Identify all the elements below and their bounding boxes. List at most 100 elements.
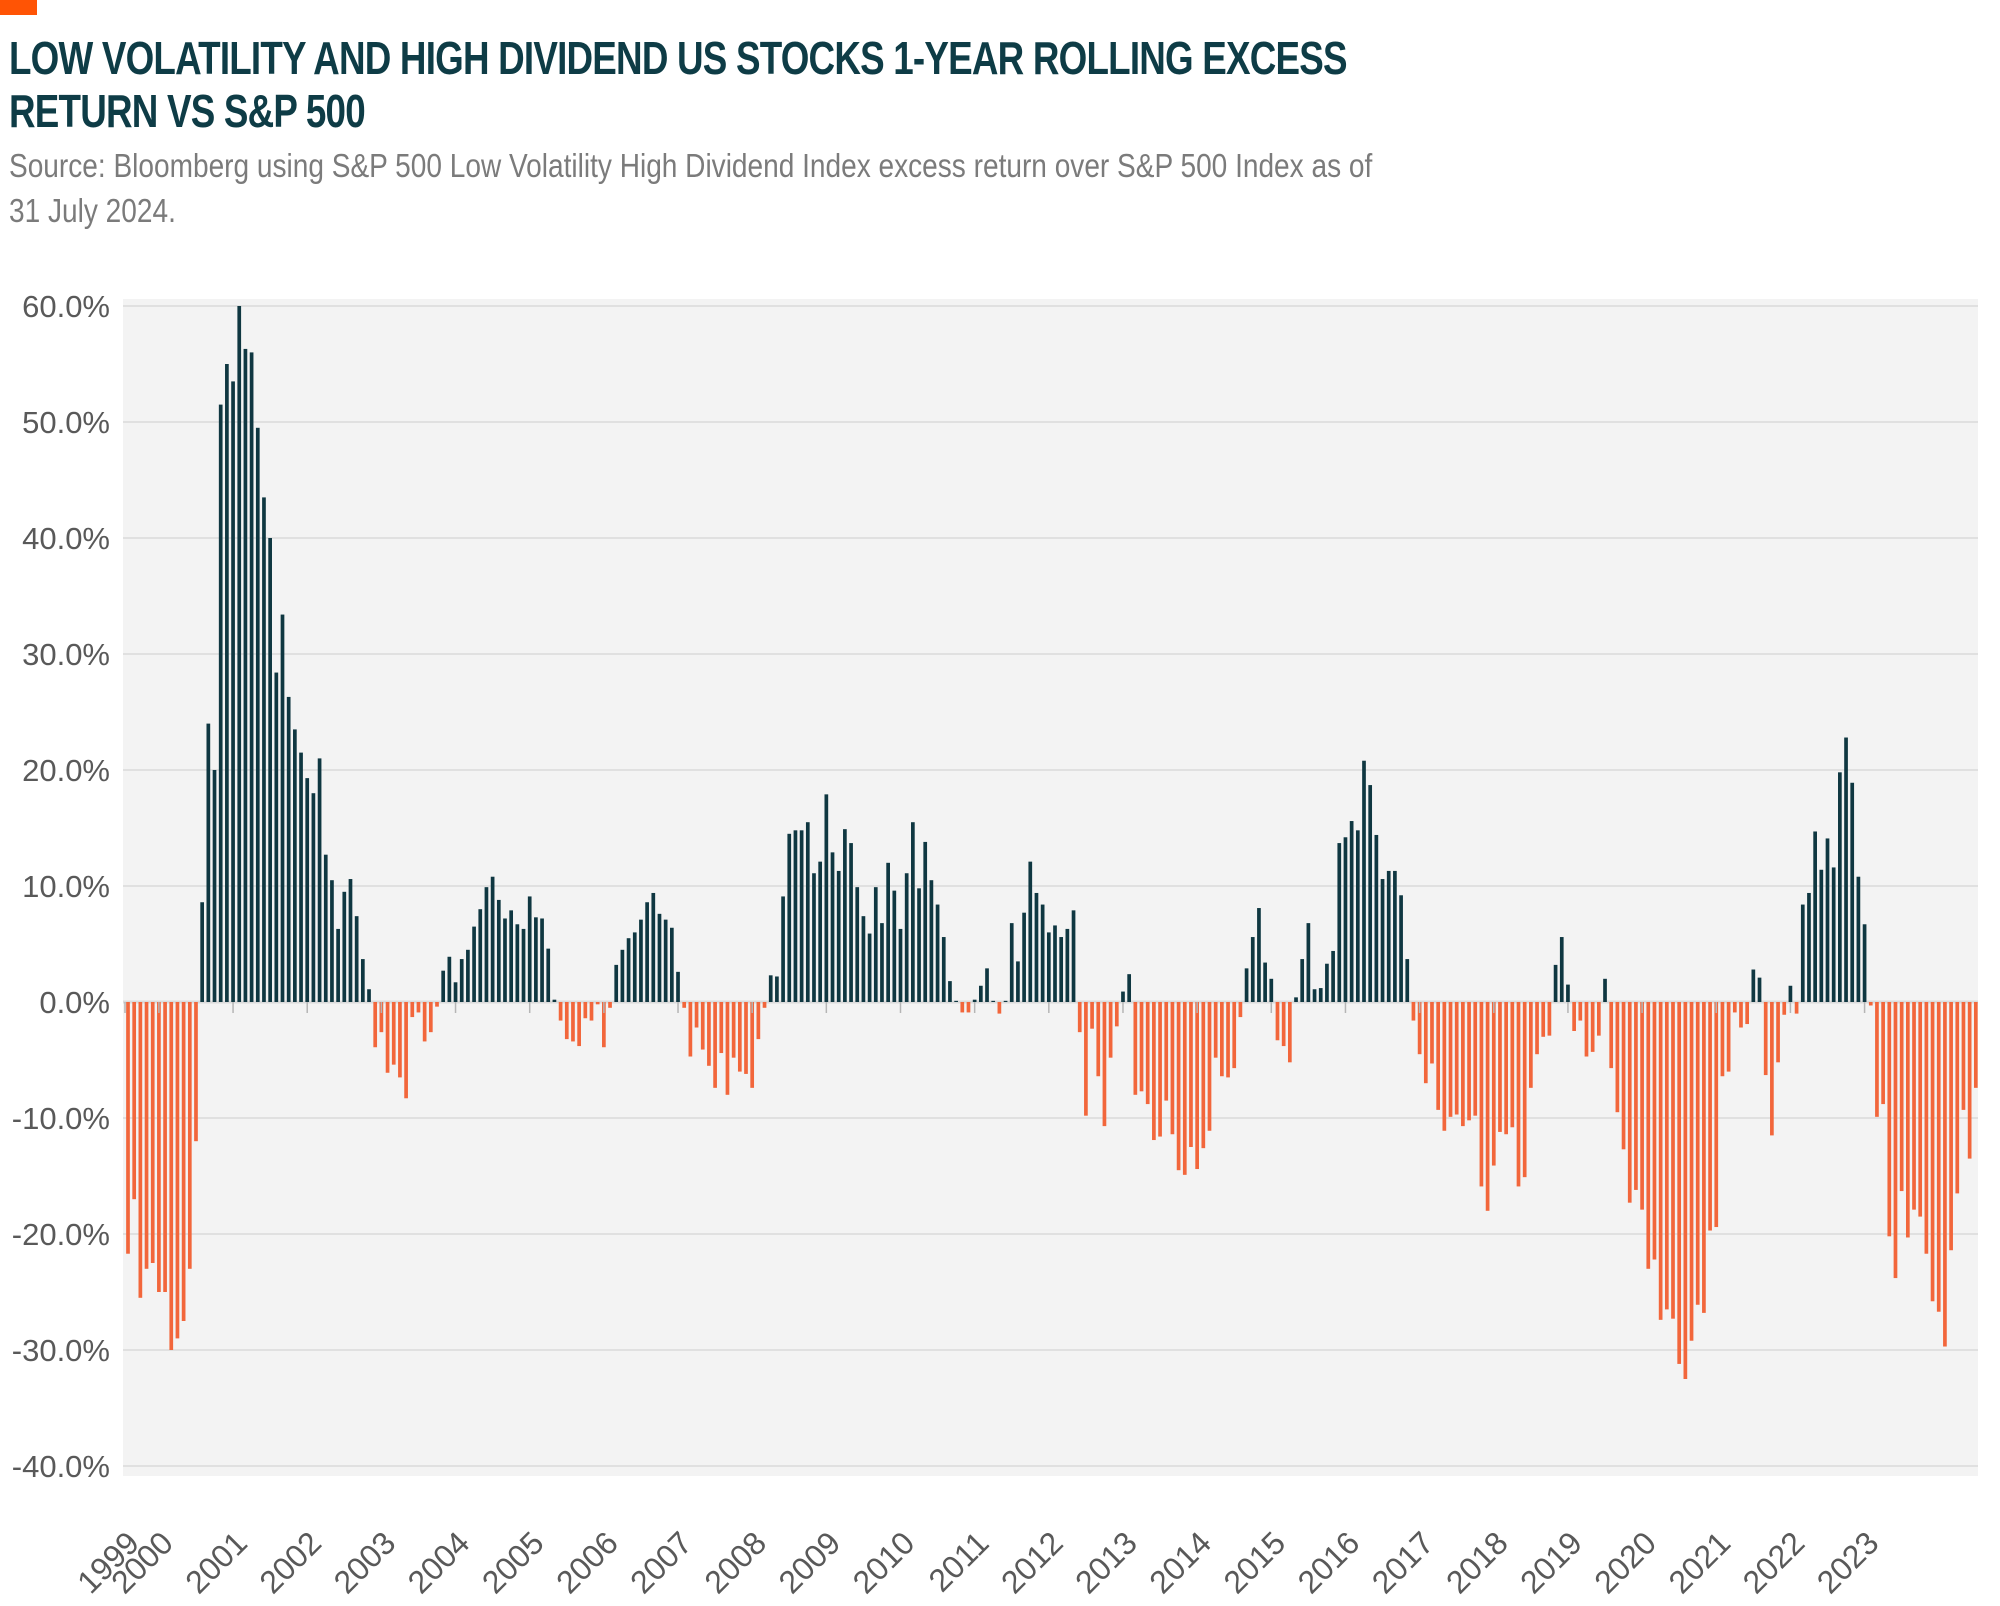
chart-bar-positive — [1263, 962, 1267, 1002]
chart-bar-positive — [515, 924, 520, 1002]
chart-bar-negative — [558, 1002, 563, 1021]
chart-bar-negative — [694, 1002, 699, 1028]
chart-bar-negative — [1943, 1002, 1947, 1347]
chart-bar-positive — [552, 999, 557, 1002]
chart-bar-negative — [750, 1002, 755, 1088]
chart-bar-positive — [503, 918, 507, 1002]
chart-bar-positive — [1374, 834, 1379, 1002]
chart-bar-negative — [1213, 1002, 1218, 1058]
chart-bar-positive — [459, 959, 464, 1002]
chart-bar-negative — [1949, 1002, 1953, 1251]
chart-bar-positive — [768, 975, 773, 1002]
chart-bar-positive — [521, 928, 526, 1002]
chart-bar-negative — [194, 1002, 198, 1142]
chart-bar-positive — [775, 976, 779, 1002]
chart-bar-negative — [1918, 1002, 1923, 1217]
chart-bar-negative — [416, 1002, 421, 1013]
chart-bar-negative — [1893, 1002, 1898, 1279]
chart-bar-negative — [1195, 1002, 1199, 1170]
x-axis-label: 2004 — [401, 1524, 477, 1600]
chart-bar-positive — [1368, 785, 1373, 1002]
chart-bar-negative — [1745, 1002, 1750, 1025]
chart-bar-negative — [1881, 1002, 1885, 1105]
chart-bar-negative — [1658, 1002, 1663, 1320]
chart-bar-negative — [1504, 1002, 1508, 1135]
chart-bar-positive — [972, 999, 977, 1002]
chart-bar-positive — [898, 928, 903, 1002]
x-axis-label: 2013 — [1068, 1524, 1144, 1600]
chart-bar-positive — [1022, 912, 1026, 1002]
chart-bar-negative — [1454, 1002, 1459, 1115]
chart-bar-positive — [262, 497, 266, 1002]
chart-bar-positive — [904, 873, 909, 1002]
chart-bar-negative — [422, 1002, 427, 1042]
x-axis-label: 2012 — [994, 1524, 1070, 1600]
chart-bar-positive — [1831, 867, 1836, 1002]
y-axis-label: -30.0% — [12, 1333, 110, 1368]
chart-bar-negative — [564, 1002, 569, 1040]
chart-bar-negative — [1430, 1002, 1434, 1064]
chart-bar-negative — [571, 1002, 575, 1042]
chart-bar-positive — [1838, 772, 1842, 1002]
source-note: Source: Bloomberg using S&P 500 Low Vola… — [9, 144, 1454, 234]
chart-bar-positive — [323, 854, 328, 1002]
page-title-line2: RETURN VS S&P 500 — [9, 85, 366, 138]
chart-bar-positive — [669, 927, 674, 1002]
chart-bar-positive — [626, 938, 631, 1002]
x-axis-label: 2008 — [697, 1524, 773, 1600]
x-axis-label: 2007 — [623, 1524, 699, 1600]
chart-bar-positive — [336, 928, 340, 1002]
chart-bar-positive — [1034, 892, 1039, 1002]
chart-bar-negative — [1114, 1002, 1119, 1027]
chart-bar-positive — [1399, 895, 1403, 1002]
chart-bar-positive — [849, 843, 853, 1002]
chart-bar-positive — [478, 909, 483, 1002]
chart-bar-positive — [348, 879, 353, 1002]
chart-bar-negative — [1442, 1002, 1447, 1131]
x-axis-label: 2021 — [1661, 1524, 1737, 1600]
x-axis-label: 2010 — [846, 1524, 922, 1600]
chart-bar-negative — [1084, 1002, 1088, 1116]
chart-bar-positive — [1825, 838, 1830, 1002]
chart-bar-negative — [1232, 1002, 1237, 1069]
chart-bar-positive — [472, 926, 476, 1002]
chart-bar-positive — [1269, 978, 1274, 1002]
chart-bar-positive — [225, 364, 229, 1002]
chart-bar-negative — [1176, 1002, 1181, 1171]
chart-bar-positive — [1862, 924, 1867, 1002]
chart-bar-negative — [1967, 1002, 1972, 1159]
chart-bar-positive — [867, 933, 872, 1002]
chart-bar-negative — [1782, 1002, 1787, 1015]
chart-bar-negative — [1498, 1002, 1502, 1132]
chart-bar-positive — [1294, 997, 1298, 1002]
chart-bar-positive — [1331, 950, 1335, 1002]
chart-bar-positive — [818, 861, 823, 1002]
x-axis-label: 2018 — [1439, 1524, 1515, 1600]
chart-bar-positive — [243, 348, 248, 1002]
chart-bar-negative — [1794, 1002, 1799, 1014]
chart-bar-negative — [1201, 1002, 1206, 1149]
chart-bar-negative — [1133, 1002, 1138, 1095]
chart-bar-positive — [280, 614, 285, 1002]
chart-bar-positive — [286, 696, 291, 1002]
chart-bar-positive — [311, 793, 316, 1002]
y-axis-label: -10.0% — [12, 1101, 110, 1136]
chart-bar-positive — [1028, 861, 1033, 1002]
chart-bar-negative — [1461, 1002, 1465, 1127]
chart-bar-negative — [1572, 1002, 1576, 1031]
chart-bar-negative — [762, 1002, 767, 1008]
chart-bar-positive — [1046, 932, 1051, 1002]
chart-bar-negative — [719, 1002, 724, 1054]
x-axis-label: 2006 — [549, 1524, 625, 1600]
chart-bar-negative — [725, 1002, 730, 1095]
chart-bar-negative — [583, 1002, 588, 1019]
chart-bar-positive — [911, 822, 915, 1002]
chart-bar-positive — [1003, 1000, 1008, 1002]
chart-bar-positive — [991, 1000, 996, 1002]
x-axis-label: 2022 — [1736, 1524, 1812, 1600]
chart-bar-positive — [948, 981, 952, 1002]
chart-bar-negative — [1164, 1002, 1169, 1101]
chart-bar-positive — [206, 723, 211, 1002]
chart-bar-positive — [1788, 985, 1793, 1002]
y-axis-label: 30.0% — [22, 637, 110, 672]
